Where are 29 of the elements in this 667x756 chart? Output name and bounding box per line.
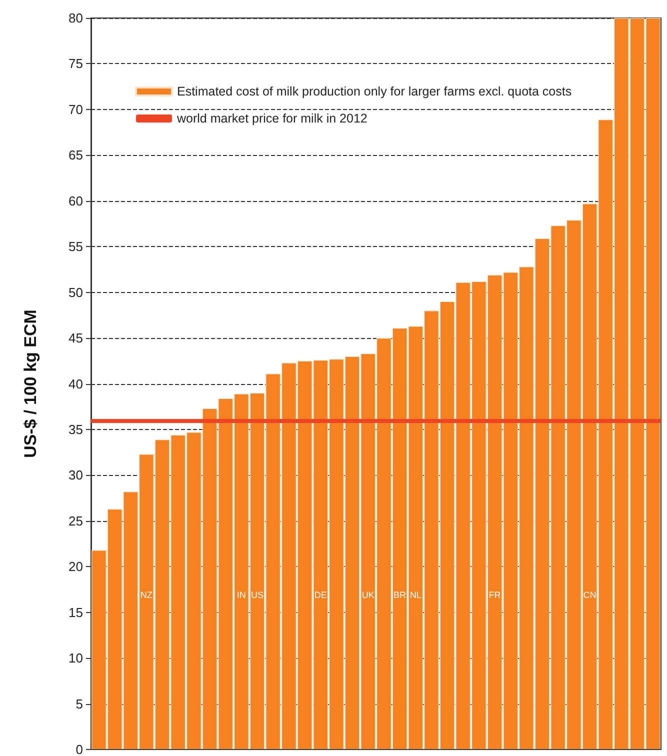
x-tick-label: DE [314,590,327,600]
y-tick-label: 65 [68,148,83,163]
y-tick-label: 10 [68,650,83,666]
y-tick-label: 35 [68,422,83,437]
y-tick-label: 75 [68,56,83,72]
y-tick-label: 70 [68,102,83,117]
x-tick-label: BR [393,590,406,600]
y-tick-label: 80 [68,10,83,26]
y-axis-title: US-$ / 100 kg ECM [21,310,40,458]
x-tick-label: US [250,590,264,600]
x-tick-label: FR [488,590,502,600]
y-tick-label: 30 [68,468,83,483]
y-tick-label: 40 [68,376,83,392]
y-tick-label: 25 [68,513,83,528]
legend-label: world market price for milk in 2012 [176,112,368,126]
y-tick-label: 5 [76,696,83,712]
y-tick-label: 15 [68,604,83,620]
x-tick-label: IN [236,590,246,600]
x-tick-label: CN [583,590,596,600]
x-tick-label: UK [362,590,374,600]
y-tick-label: 50 [68,284,83,300]
x-tick-label: NZ [140,590,153,600]
legend-label: Estimated cost of milk production only for larger farms excl. quota costs [177,84,572,98]
y-tick-label: 55 [68,239,83,254]
y-tick-label: 60 [68,193,83,208]
x-tick-label: NL [410,590,422,600]
y-tick-label: 45 [68,330,83,346]
y-tick-label: 0 [76,742,83,756]
y-tick-label: 20 [68,559,83,574]
